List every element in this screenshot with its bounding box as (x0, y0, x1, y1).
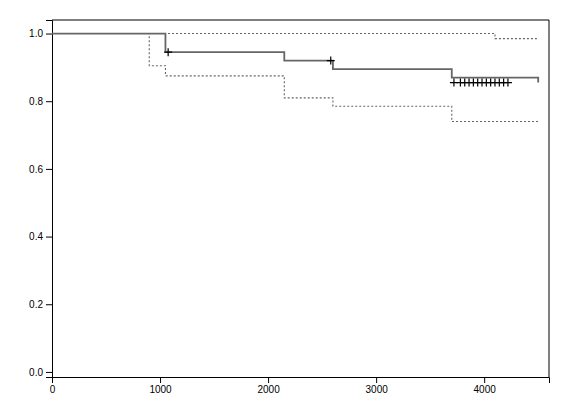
censor-mark (504, 79, 512, 87)
x-tick-mark (484, 377, 485, 383)
x-tick: 2000 (257, 377, 280, 395)
x-tick-label: 4000 (474, 384, 497, 395)
plot: 0 1000 2000 3000 4000 0.0 0.2 0.4 0.6 0.8 1.0 (29, 20, 549, 395)
y-tick: 0.4 (29, 231, 52, 242)
x-tick-label: 2000 (257, 384, 280, 395)
frame-right (549, 20, 550, 377)
y-tick-mark (46, 101, 52, 102)
x-tick-mark (160, 377, 161, 383)
x-axis: 0 1000 2000 3000 4000 (50, 377, 550, 395)
y-tick-label: 0.2 (29, 299, 43, 310)
x-tick-label: 3000 (366, 384, 389, 395)
censor-mark (164, 48, 172, 56)
ci-line (52, 34, 538, 122)
y-tick-label: 0.0 (29, 367, 43, 378)
x-tick: 0 (50, 377, 56, 395)
x-tick-label: 0 (50, 384, 56, 395)
x-tick-mark (268, 377, 269, 383)
y-axis-line (46, 21, 53, 378)
chart: 0 1000 2000 3000 4000 0.0 0.2 0.4 0.6 0.8 1.0 (0, 0, 573, 413)
y-tick: 0.6 (29, 164, 52, 175)
y-tick: 0.0 (29, 367, 52, 378)
y-axis: 0.0 0.2 0.4 0.6 0.8 1.0 (29, 21, 52, 378)
x-tick-mark (376, 377, 377, 383)
y-tick-label: 0.4 (29, 231, 43, 242)
y-tick-label: 0.6 (29, 164, 43, 175)
x-tick-label: 1000 (149, 384, 172, 395)
x-tick: 3000 (366, 377, 389, 395)
y-tick-label: 0.8 (29, 96, 43, 107)
y-tick-mark (46, 372, 52, 373)
frame-top (52, 20, 549, 21)
y-tick-mark (46, 304, 52, 305)
y-tick-mark (46, 169, 52, 170)
x-tick: 4000 (474, 377, 497, 395)
y-tick: 0.8 (29, 96, 52, 107)
survival-line (52, 34, 538, 83)
marks (52, 34, 538, 122)
x-axis-line (53, 378, 550, 384)
y-tick-mark (46, 34, 52, 35)
y-tick-mark (46, 237, 52, 238)
y-tick-label: 1.0 (29, 28, 43, 39)
y-tick: 1.0 (29, 28, 52, 39)
censor-mark (327, 57, 335, 65)
y-tick: 0.2 (29, 299, 52, 310)
x-tick: 1000 (149, 377, 172, 395)
